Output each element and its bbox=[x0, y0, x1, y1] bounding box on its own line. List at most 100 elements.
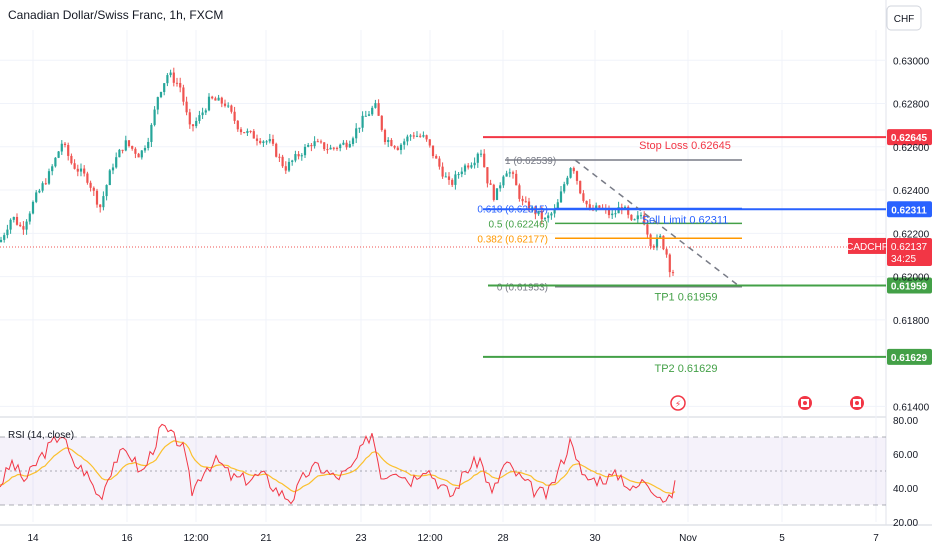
candle-body bbox=[342, 142, 345, 145]
candle-body bbox=[438, 158, 441, 167]
candle-body bbox=[479, 153, 483, 155]
candle-body bbox=[108, 170, 111, 186]
svg-text:⚡: ⚡ bbox=[675, 399, 681, 409]
price-tick-label: 0.62400 bbox=[893, 186, 930, 197]
symbol-badge bbox=[848, 237, 886, 254]
candle-body bbox=[19, 224, 22, 227]
candle-body bbox=[41, 183, 44, 191]
candle-body bbox=[201, 112, 204, 116]
candle-body bbox=[575, 171, 579, 181]
candle-body bbox=[172, 72, 175, 83]
candle-body bbox=[633, 219, 636, 221]
candle-body bbox=[79, 168, 83, 172]
candle-body bbox=[662, 235, 665, 250]
candle-body bbox=[220, 97, 223, 104]
candle-body bbox=[655, 237, 659, 248]
countdown-label: 34:25 bbox=[891, 254, 916, 265]
candle-body bbox=[451, 179, 454, 185]
candle-body bbox=[515, 173, 518, 186]
rsi-tick-label: 40.00 bbox=[893, 484, 918, 495]
candle-body bbox=[483, 153, 486, 168]
candle-body bbox=[511, 172, 515, 174]
candle-body bbox=[51, 166, 54, 172]
candle-body bbox=[185, 101, 188, 113]
candle-body bbox=[323, 142, 326, 150]
price-badge-label: 0.62645 bbox=[891, 133, 928, 144]
candle-body bbox=[265, 141, 268, 143]
candle-body bbox=[86, 173, 89, 183]
currency-button[interactable]: CHF bbox=[886, 5, 922, 31]
price-tick-label: 0.62600 bbox=[893, 143, 930, 154]
time-tick-label: 5 bbox=[779, 533, 785, 544]
candle-body bbox=[153, 109, 156, 125]
candle-body bbox=[524, 201, 527, 203]
candle-body bbox=[563, 184, 566, 192]
time-tick-label: Nov bbox=[679, 533, 697, 544]
candle-body bbox=[537, 210, 540, 215]
candle-body bbox=[489, 183, 492, 185]
time-tick-label: 16 bbox=[121, 533, 133, 544]
candle-body bbox=[243, 132, 246, 134]
fib-level-label: 0.382 (0.62177) bbox=[477, 234, 548, 245]
candle-body bbox=[179, 83, 182, 88]
event-icon-flash[interactable]: ⚡ bbox=[670, 395, 686, 411]
candle-body bbox=[156, 97, 159, 110]
candle-body bbox=[147, 141, 150, 149]
trade-level-label: TP1 0.61959 bbox=[655, 291, 718, 303]
candle-body bbox=[47, 171, 51, 184]
candle-body bbox=[399, 144, 403, 151]
candle-body bbox=[630, 214, 633, 220]
candle-body bbox=[105, 185, 108, 197]
price-badge bbox=[887, 348, 932, 365]
price-badge bbox=[887, 277, 932, 294]
candle-body bbox=[550, 213, 553, 216]
candle-body bbox=[163, 83, 166, 93]
price-tick-label: 0.63000 bbox=[893, 56, 930, 67]
time-tick-label: 21 bbox=[260, 533, 272, 544]
candle-body bbox=[195, 120, 198, 127]
candle-body bbox=[262, 141, 265, 144]
candle-body bbox=[287, 161, 291, 171]
event-icon-flag-ca-2[interactable] bbox=[850, 396, 864, 410]
candle-body bbox=[547, 215, 550, 219]
candle-body bbox=[217, 97, 220, 101]
candle-body bbox=[121, 149, 124, 151]
candle-body bbox=[131, 145, 134, 149]
candle-body bbox=[454, 174, 457, 185]
candle-body bbox=[207, 96, 211, 111]
candle-body bbox=[355, 128, 358, 139]
candle-body bbox=[403, 141, 406, 145]
candle-body bbox=[60, 143, 63, 152]
candle-body bbox=[419, 135, 422, 137]
candle-body bbox=[470, 165, 473, 168]
candle-body bbox=[182, 87, 185, 102]
candle-body bbox=[284, 166, 287, 171]
candle-body bbox=[588, 204, 591, 209]
price-tick-label: 0.61800 bbox=[893, 316, 930, 327]
candle-body bbox=[214, 98, 217, 101]
time-tick-label: 7 bbox=[873, 533, 879, 544]
rsi-tick-label: 80.00 bbox=[893, 416, 918, 427]
candle-body bbox=[639, 215, 643, 217]
candle-body bbox=[271, 139, 275, 144]
candle-body bbox=[473, 162, 476, 166]
candle-body bbox=[249, 130, 252, 132]
price-badge-label: 0.62311 bbox=[891, 205, 927, 216]
rsi-line bbox=[0, 423, 676, 505]
candle-body bbox=[124, 140, 127, 151]
candle-body bbox=[6, 229, 9, 236]
candle-body bbox=[252, 131, 255, 139]
trade-levels: Stop Loss 0.62645 0.62645 Sell Limit 0.623… bbox=[0, 129, 932, 375]
candle-body bbox=[313, 141, 316, 147]
candle-body bbox=[345, 142, 348, 148]
event-icon-flag-ca[interactable] bbox=[798, 396, 812, 410]
fib-level-label: 1 (0.62539) bbox=[505, 156, 556, 167]
candle-body bbox=[28, 213, 31, 222]
candle-body bbox=[198, 115, 201, 121]
candle-body bbox=[38, 190, 41, 193]
time-tick-label: 23 bbox=[355, 533, 367, 544]
candle-body bbox=[556, 202, 559, 209]
candle-body bbox=[425, 135, 428, 140]
candle-body bbox=[598, 205, 601, 208]
